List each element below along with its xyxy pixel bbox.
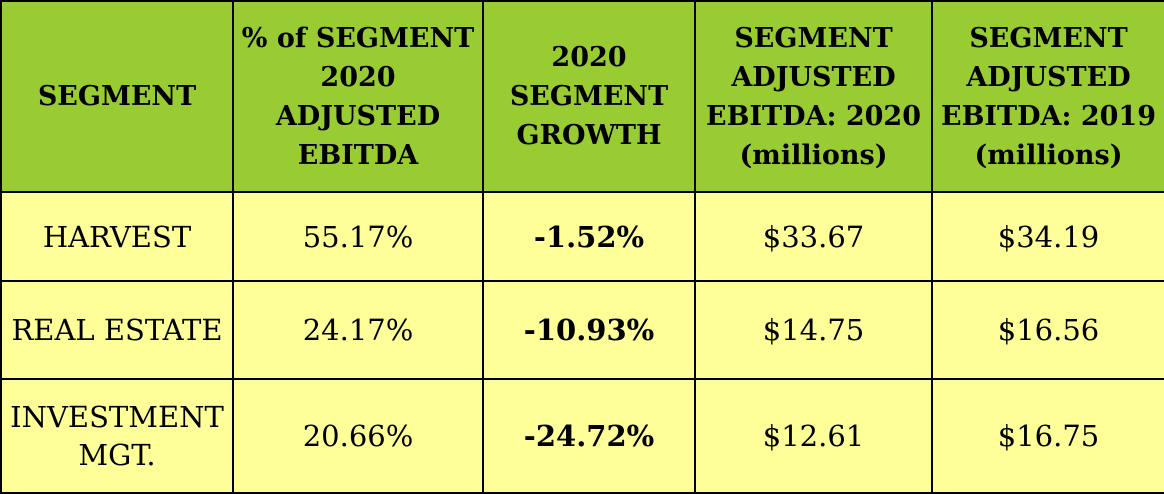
header-adjusted-ebitda-2020: SEGMENT ADJUSTED EBITDA: 2020 (millions) [694,0,933,193]
header-ebitda2019-line-3: EBITDA: 2019 [941,100,1156,132]
header-segment: SEGMENT [0,0,234,193]
segment-name: REAL ESTATE [11,312,223,347]
ebitda-2019-cell: $34.19 [931,190,1164,283]
ebitda-2019-cell: $16.56 [931,280,1164,380]
segment-name-line-1: INVESTMENT [10,399,224,434]
pct-cell: 24.17% [232,280,484,380]
header-ebitda2020-line-3: EBITDA: 2020 [706,100,921,132]
header-growth-line-1: 2020 [551,42,627,73]
header-row: SEGMENT % of SEGMENT 2020 ADJUSTED EBITD… [0,0,1164,193]
header-pct-of-adjusted-ebitda: % of SEGMENT 2020 ADJUSTED EBITDA [232,0,484,193]
growth-cell: -10.93% [482,280,696,380]
header-segment-growth: 2020 SEGMENT GROWTH [482,0,696,193]
header-adjusted-ebitda-2019: SEGMENT ADJUSTED EBITDA: 2019 (millions) [931,0,1164,193]
header-pct-line-3: EBITDA [297,139,419,171]
ebitda-2020-cell: $33.67 [694,190,933,283]
header-pct-line-1: % of SEGMENT [241,22,475,54]
table-row-real-estate: REAL ESTATE 24.17% -10.93% $14.75 $16.56 [0,280,1164,380]
segment-name-line-2: MGT. [78,437,156,472]
pct-cell: 55.17% [232,190,484,283]
header-ebitda2019-line-4: (millions) [974,139,1123,171]
header-ebitda2019-line-1: SEGMENT [969,22,1128,54]
header-ebitda2020-line-1: SEGMENT [734,22,893,54]
header-ebitda2020-line-2: ADJUSTED [731,61,896,93]
header-segment-line: SEGMENT [37,81,197,112]
segment-cell: INVESTMENT MGT. [0,377,234,494]
table-row-harvest: HARVEST 55.17% -1.52% $33.67 $34.19 [0,190,1164,283]
segment-cell: REAL ESTATE [0,280,234,380]
header-ebitda2019-line-2: ADJUSTED [966,61,1131,93]
ebitda-2019-cell: $16.75 [931,377,1164,494]
header-ebitda2020-line-4: (millions) [739,139,888,171]
header-growth-line-3: GROWTH [516,120,662,151]
header-pct-line-2: 2020 ADJUSTED [275,61,441,132]
table-row-investment-mgt: INVESTMENT MGT. 20.66% -24.72% $12.61 $1… [0,377,1164,494]
ebitda-2020-cell: $12.61 [694,377,933,494]
pct-cell: 20.66% [232,377,484,494]
header-growth-line-2: SEGMENT [509,81,669,112]
segment-cell: HARVEST [0,190,234,283]
growth-cell: -1.52% [482,190,696,283]
growth-cell: -24.72% [482,377,696,494]
segment-name: HARVEST [42,219,192,254]
ebitda-2020-cell: $14.75 [694,280,933,380]
